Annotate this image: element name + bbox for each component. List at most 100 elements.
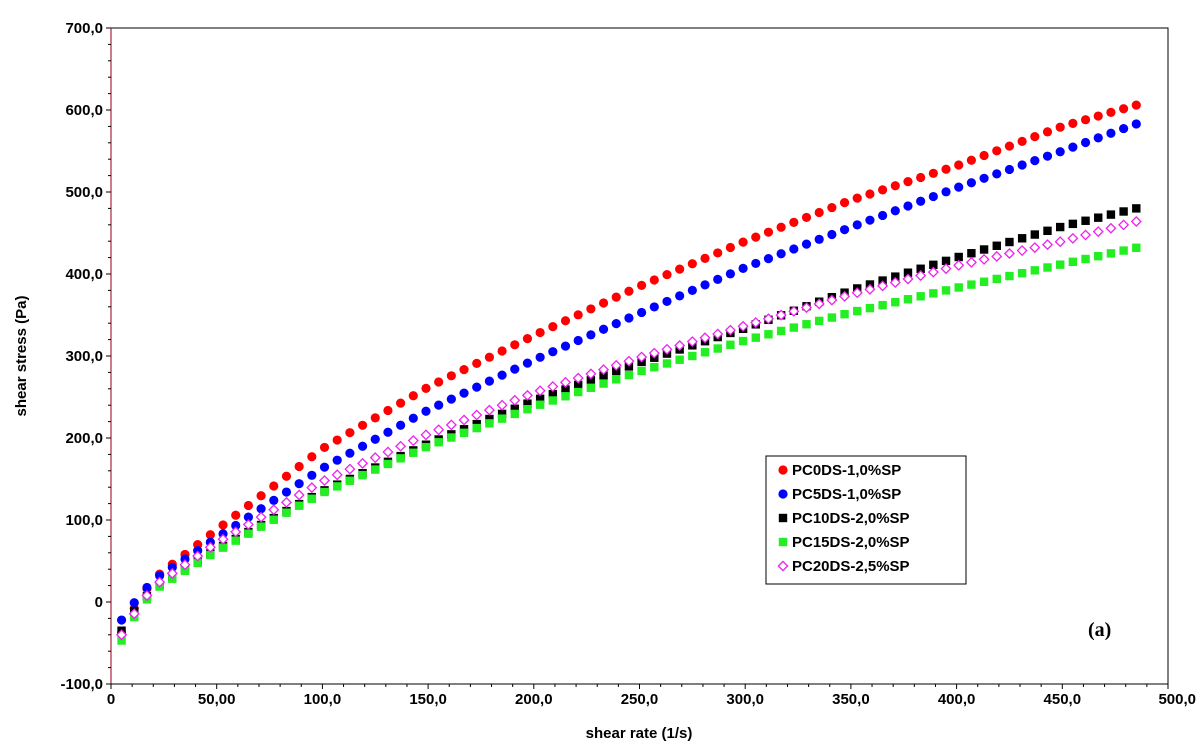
data-point xyxy=(255,511,267,523)
data-point xyxy=(612,366,621,376)
data-point xyxy=(357,441,368,451)
data-point xyxy=(763,227,774,237)
data-point xyxy=(978,253,990,265)
data-point xyxy=(382,446,394,458)
data-point xyxy=(738,237,748,247)
data-point xyxy=(992,241,1001,250)
data-point xyxy=(800,302,813,314)
data-point xyxy=(573,310,583,320)
data-point xyxy=(497,414,507,423)
data-point xyxy=(522,333,533,344)
data-point xyxy=(205,530,215,540)
x-axis-title: shear rate (1/s) xyxy=(586,725,693,742)
data-point xyxy=(598,364,610,376)
data-point xyxy=(954,160,964,170)
data-point xyxy=(903,177,913,187)
data-point xyxy=(941,286,951,295)
data-point xyxy=(572,372,584,384)
data-point xyxy=(1030,132,1040,142)
data-point xyxy=(231,520,241,531)
data-point xyxy=(713,248,723,258)
data-point xyxy=(1119,123,1129,134)
data-point xyxy=(256,491,266,501)
data-point xyxy=(916,292,925,301)
data-point xyxy=(573,380,583,390)
data-point xyxy=(827,313,837,322)
x-tick-label: 0 xyxy=(107,691,115,708)
data-point xyxy=(611,319,621,329)
data-point xyxy=(700,280,710,290)
legend-marker xyxy=(778,537,788,547)
data-point xyxy=(687,259,697,269)
data-point xyxy=(180,566,190,576)
data-point xyxy=(598,298,609,308)
data-point xyxy=(269,515,278,524)
data-point xyxy=(281,487,292,497)
data-point xyxy=(662,296,672,307)
data-point xyxy=(623,355,635,367)
data-point xyxy=(610,359,622,371)
data-point xyxy=(967,280,976,289)
data-point xyxy=(903,201,913,211)
data-point xyxy=(637,366,646,376)
data-point xyxy=(700,348,710,357)
data-point xyxy=(1106,249,1116,258)
data-point xyxy=(319,442,330,453)
data-point xyxy=(1004,141,1015,151)
data-point xyxy=(788,305,800,317)
data-point xyxy=(318,474,331,487)
data-point xyxy=(1005,237,1014,247)
data-point xyxy=(307,470,317,480)
data-point xyxy=(650,363,659,372)
data-point xyxy=(586,304,596,314)
data-point xyxy=(560,341,571,351)
y-tick-label: 500,0 xyxy=(65,184,103,201)
data-point xyxy=(345,428,355,438)
data-point xyxy=(966,178,976,188)
data-point xyxy=(116,629,128,641)
data-point xyxy=(535,400,545,409)
data-point xyxy=(1017,268,1027,278)
data-point xyxy=(1003,247,1015,260)
x-tick-label: 250,0 xyxy=(621,691,659,708)
data-point xyxy=(1080,137,1091,148)
series-4 xyxy=(116,216,1142,641)
data-point xyxy=(294,501,304,510)
data-point xyxy=(345,476,355,485)
data-point xyxy=(624,286,634,296)
data-point xyxy=(179,559,191,571)
data-point xyxy=(459,364,469,375)
data-point xyxy=(662,269,672,280)
legend-marker xyxy=(778,513,788,523)
data-point xyxy=(459,428,469,438)
data-point xyxy=(586,383,596,392)
data-point xyxy=(750,317,762,329)
data-point xyxy=(966,155,976,165)
data-point xyxy=(1105,222,1117,234)
data-point xyxy=(307,452,317,462)
legend-label: PC10DS-2,0%SP xyxy=(792,510,910,527)
data-point xyxy=(929,260,938,270)
data-point xyxy=(485,419,494,428)
data-point xyxy=(497,409,507,419)
data-point xyxy=(751,333,760,342)
data-point xyxy=(724,324,736,336)
data-point xyxy=(204,541,216,553)
data-point xyxy=(332,482,342,491)
legend-marker xyxy=(778,465,788,475)
legend-label: PC5DS-1,0%SP xyxy=(792,486,901,503)
data-point xyxy=(307,494,317,503)
data-point xyxy=(282,508,291,517)
data-point xyxy=(840,310,849,319)
data-point xyxy=(573,335,583,346)
data-point xyxy=(637,307,647,318)
data-point xyxy=(775,309,787,321)
data-point xyxy=(243,512,254,522)
data-point xyxy=(1017,234,1027,243)
data-point xyxy=(1017,160,1027,170)
data-point xyxy=(954,252,963,262)
y-ticks: -100,0 0 100,0 200,0 300,0 400,0 500,0 600,0 700… xyxy=(60,20,111,693)
data-point xyxy=(674,339,686,352)
legend-marker xyxy=(777,560,789,572)
data-point xyxy=(484,376,495,386)
